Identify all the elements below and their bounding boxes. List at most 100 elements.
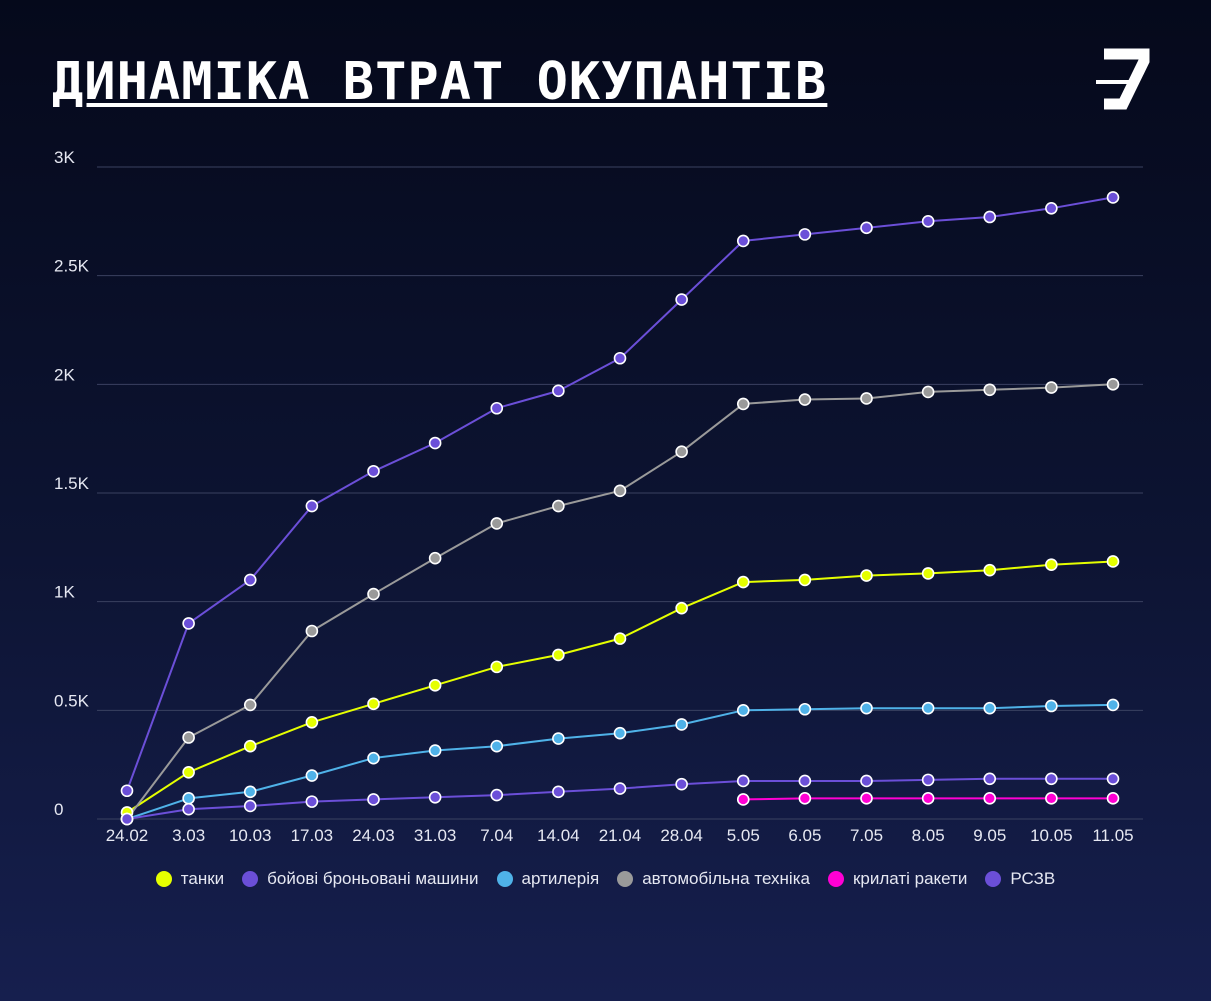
chart-legend: танки бойові броньовані машини артилерія ав… <box>0 869 1211 889</box>
legend-label: бойові броньовані машини <box>267 869 479 888</box>
legend-label: артилерія <box>521 869 600 888</box>
data-point-3-6 <box>490 517 504 530</box>
data-point-5-1 <box>182 802 195 816</box>
data-point-3-9 <box>675 445 688 459</box>
data-point-5-15 <box>1045 772 1058 786</box>
data-point-3-7 <box>552 499 565 513</box>
data-point-3-13 <box>921 385 935 399</box>
x-tick-label: 28.04 <box>660 826 703 845</box>
data-point-0-2 <box>243 739 257 753</box>
data-point-0-14 <box>983 563 997 577</box>
data-point-3-4 <box>367 587 380 601</box>
x-tick-label: 3.03 <box>172 826 205 845</box>
chart-title: ДИНАМІКА ВТРАТ ОКУПАНТІВ <box>52 52 828 112</box>
x-tick-label: 14.04 <box>537 826 580 845</box>
y-tick-label: 1.5K <box>54 474 90 493</box>
y-tick-label: 1K <box>54 583 75 602</box>
series-line-2 <box>126 703 1114 820</box>
data-point-5-9 <box>675 777 688 791</box>
data-point-2-10 <box>736 704 750 717</box>
data-point-0-12 <box>860 569 873 582</box>
legend-dot-icon <box>985 871 1002 887</box>
legend-label: танки <box>180 869 225 888</box>
data-point-0-6 <box>490 660 504 674</box>
data-point-5-8 <box>613 782 627 795</box>
data-point-0-7 <box>552 648 565 662</box>
legend-item: бойові броньовані машини <box>242 869 479 889</box>
data-point-1-0 <box>120 784 134 798</box>
data-point-3-11 <box>798 393 812 406</box>
x-tick-label: 10.05 <box>1030 826 1073 845</box>
data-point-0-11 <box>798 573 812 587</box>
x-axis-labels: 24.02 3.03 10.03 17.03 24.03 31.03 7.04 14.04 21… <box>106 826 1134 845</box>
z-logo-icon <box>1090 46 1150 119</box>
data-point-2-11 <box>798 702 812 716</box>
x-tick-label: 21.04 <box>599 826 642 845</box>
x-tick-label: 8.05 <box>912 826 945 845</box>
data-point-2-16 <box>1106 698 1120 712</box>
legend-dot-icon <box>827 871 844 887</box>
data-point-5-16 <box>1106 772 1120 786</box>
data-point-3-12 <box>860 392 873 405</box>
x-tick-label: 7.05 <box>850 826 883 845</box>
data-point-1-11 <box>798 228 812 241</box>
x-tick-label: 24.02 <box>106 826 149 845</box>
legend-label: крилаті ракети <box>852 869 968 888</box>
legend-dot-icon <box>242 871 259 887</box>
data-point-0-9 <box>675 601 688 615</box>
data-point-4-12 <box>860 792 873 805</box>
series-lines <box>126 196 1114 820</box>
data-point-0-15 <box>1045 558 1058 572</box>
y-tick-label: 2K <box>54 365 75 384</box>
data-point-0-5 <box>428 679 442 692</box>
data-point-1-13 <box>921 215 935 228</box>
x-tick-label: 6.05 <box>788 826 821 845</box>
x-tick-label: 24.03 <box>352 826 395 845</box>
x-tick-label: 11.05 <box>1092 826 1133 845</box>
legend-dot-icon <box>155 871 172 887</box>
data-point-2-15 <box>1045 699 1058 713</box>
x-tick-label: 9.05 <box>973 826 1006 845</box>
data-point-1-15 <box>1045 201 1058 215</box>
x-tick-label: 5.05 <box>727 826 760 845</box>
data-point-1-16 <box>1106 191 1120 204</box>
data-point-2-6 <box>490 739 504 753</box>
data-point-0-16 <box>1106 555 1120 568</box>
data-point-3-5 <box>428 551 442 565</box>
legend-label: РСЗВ <box>1010 869 1056 888</box>
data-point-0-13 <box>921 567 935 580</box>
data-point-5-6 <box>490 788 504 802</box>
data-point-5-7 <box>552 785 565 799</box>
legend-dot-icon <box>496 871 513 887</box>
data-point-3-16 <box>1106 378 1120 391</box>
data-point-0-4 <box>367 697 380 711</box>
data-point-4-11 <box>798 792 812 805</box>
legend-dot-icon <box>617 871 634 887</box>
data-point-5-10 <box>736 774 750 788</box>
legend-item: танки <box>155 869 225 889</box>
series-points <box>120 191 1120 826</box>
data-point-3-15 <box>1045 381 1058 394</box>
y-axis-labels: 0 0.5K 1K 1.5K 2K 2.5K 3K <box>54 148 90 819</box>
legend-item: РСЗВ <box>985 869 1055 889</box>
data-point-4-10 <box>736 793 750 806</box>
data-point-1-12 <box>860 221 873 235</box>
data-point-2-4 <box>367 751 380 765</box>
data-point-2-9 <box>675 718 688 731</box>
data-point-5-4 <box>367 793 380 806</box>
data-point-0-3 <box>305 715 319 729</box>
data-point-5-13 <box>921 773 935 787</box>
x-tick-label: 17.03 <box>291 826 334 845</box>
data-point-2-5 <box>428 744 442 757</box>
data-point-0-10 <box>736 575 750 589</box>
legend-label: автомобільна техніка <box>642 869 810 888</box>
x-tick-label: 10.03 <box>229 826 272 845</box>
data-point-5-12 <box>860 774 873 788</box>
data-point-2-1 <box>182 792 195 805</box>
data-point-2-3 <box>305 769 319 782</box>
data-point-0-8 <box>613 632 627 645</box>
data-point-4-16 <box>1106 792 1120 805</box>
data-point-1-8 <box>613 351 627 365</box>
data-point-3-2 <box>243 698 257 712</box>
y-tick-label: 3K <box>54 148 75 167</box>
